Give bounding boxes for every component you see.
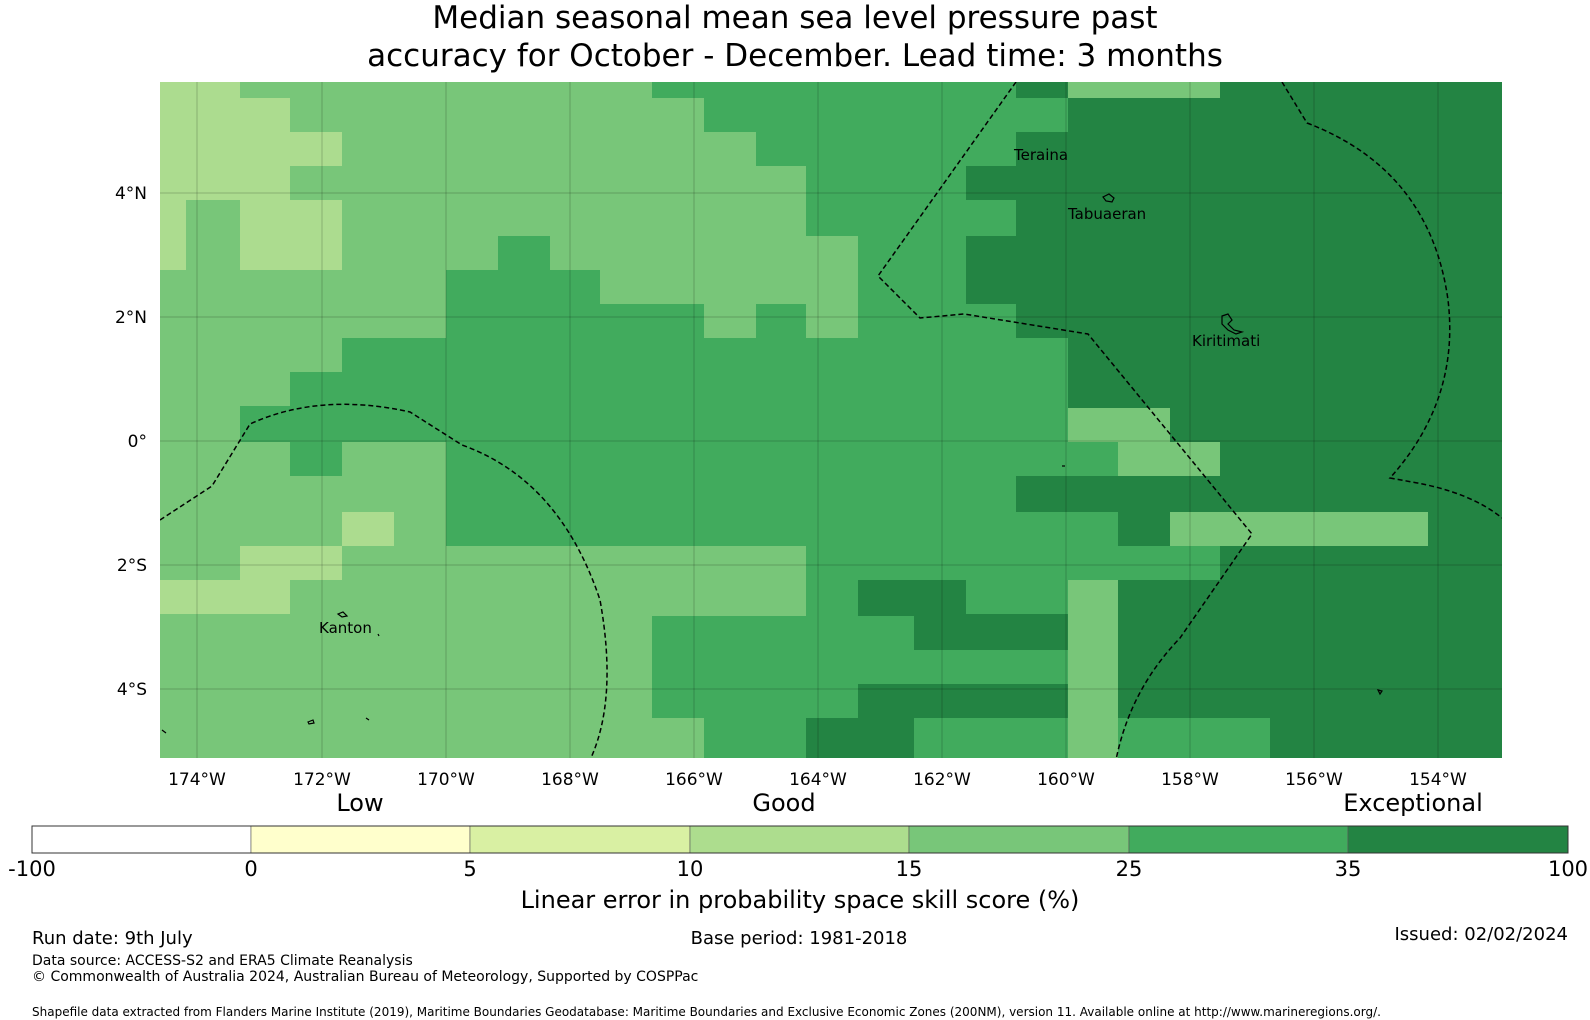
- lon-tick-label: 174°W: [168, 770, 226, 790]
- colorbar-tick-label: 10: [677, 857, 704, 881]
- category-label-exceptional: Exceptional: [1343, 789, 1483, 817]
- place-label-kanton: Kanton: [319, 619, 372, 637]
- colorbar: Low Good Exceptional -100 0 5 10 15 25 3…: [8, 789, 1588, 914]
- skill-region-15-25: [1068, 408, 1220, 476]
- shapefile-credit: Shapefile data extracted from Flanders M…: [32, 1005, 1381, 1019]
- colorbar-tick-label: 35: [1335, 857, 1362, 881]
- colorbar-swatch: [31, 825, 252, 854]
- island-small-outline: [161, 729, 167, 734]
- colorbar-tick-label: 0: [244, 857, 257, 881]
- island-small-outline: [307, 719, 315, 725]
- lon-tick-label: 168°W: [541, 770, 599, 790]
- skill-region-35-100: [858, 580, 1068, 650]
- island-small-outline: [1376, 689, 1383, 696]
- colorbar-tick-label: 15: [896, 857, 923, 881]
- lon-tick-label: 172°W: [293, 770, 351, 790]
- colorbar-swatch: [1347, 825, 1569, 854]
- skill-region-10-15: [160, 82, 342, 270]
- lon-tick-label: 170°W: [417, 770, 475, 790]
- lon-tick-label: 166°W: [665, 770, 723, 790]
- colorbar-tick-label: -100: [8, 857, 56, 881]
- lon-tick-label: 156°W: [1285, 770, 1343, 790]
- colorbar-swatch: [908, 825, 1130, 854]
- run-date: Run date: 9th July: [32, 928, 193, 949]
- base-period: Base period: 1981-2018: [691, 928, 908, 949]
- skill-region-25-35: [240, 338, 446, 476]
- category-label-good: Good: [752, 789, 815, 817]
- skill-region-35-100: [858, 684, 1068, 718]
- colorbar-tick-label: 5: [463, 857, 476, 881]
- longitude-axis: 174°W 172°W 170°W 168°W 166°W 164°W 162°…: [168, 770, 1467, 790]
- lon-tick-label: 160°W: [1037, 770, 1095, 790]
- category-label-low: Low: [336, 789, 383, 817]
- copyright: © Commonwealth of Australia 2024, Austra…: [32, 969, 698, 985]
- island-tabuaeran-outline: [1102, 193, 1115, 203]
- lat-tick-label: 2°N: [115, 308, 147, 328]
- eez-boundary-phoenix-islands: [160, 403, 608, 758]
- skill-region-35-100: [966, 82, 1502, 758]
- lon-tick-label: 158°W: [1161, 770, 1219, 790]
- colorbar-frame: [31, 825, 1569, 854]
- latitude-axis: 4°N 2°N 0° 2°S 4°S: [115, 184, 147, 700]
- island-small-outline: [377, 633, 380, 637]
- place-label-tabuaeran: Tabuaeran: [1067, 205, 1146, 223]
- map-gridlines: [160, 82, 1502, 758]
- lon-tick-label: 162°W: [913, 770, 971, 790]
- chart-title-line-2: accuracy for October - December. Lead ti…: [367, 38, 1223, 74]
- skill-region-15-25: [1068, 82, 1220, 98]
- map-panel: Teraina Tabuaeran Kiritimati Kanton: [160, 82, 1502, 758]
- data-source: Data source: ACCESS-S2 and ERA5 Climate …: [32, 953, 413, 969]
- lat-tick-label: 2°S: [117, 556, 147, 576]
- island-kiritimati-outline: [1221, 313, 1245, 335]
- lon-tick-label: 154°W: [1409, 770, 1467, 790]
- eez-boundary-tabuaeran-kiritimati: [1281, 82, 1502, 519]
- colorbar-swatch: [689, 825, 910, 854]
- footer: Run date: 9th July Base period: 1981-201…: [32, 924, 1568, 1019]
- colorbar-swatch: [1128, 825, 1349, 854]
- island-kanton-outline: [336, 611, 349, 618]
- island-small-outline: [365, 717, 370, 721]
- skill-region-15-25: [652, 718, 704, 758]
- skill-region-10-15: [160, 546, 342, 614]
- colorbar-swatch: [250, 825, 471, 854]
- eez-boundary-line-islands: [877, 82, 1253, 758]
- skill-region-15-25: [1068, 580, 1118, 758]
- lat-tick-label: 4°N: [115, 184, 147, 204]
- lat-tick-label: 0°: [128, 432, 147, 452]
- skill-region-35-100: [806, 718, 914, 758]
- colorbar-title: Linear error in probability space skill …: [521, 886, 1080, 914]
- lat-tick-label: 4°S: [117, 680, 147, 700]
- issued-date: Issued: 02/02/2024: [1394, 924, 1568, 945]
- place-label-teraina: Teraina: [1013, 146, 1068, 164]
- colorbar-tick-label: 25: [1116, 857, 1143, 881]
- colorbar-swatch: [469, 825, 691, 854]
- chart-title-line-1: Median seasonal mean sea level pressure …: [432, 0, 1157, 36]
- lon-tick-label: 164°W: [789, 770, 847, 790]
- skill-region-10-15: [342, 512, 394, 546]
- place-label-kiritimati: Kiritimati: [1192, 332, 1260, 350]
- colorbar-tick-label: 100: [1548, 857, 1588, 881]
